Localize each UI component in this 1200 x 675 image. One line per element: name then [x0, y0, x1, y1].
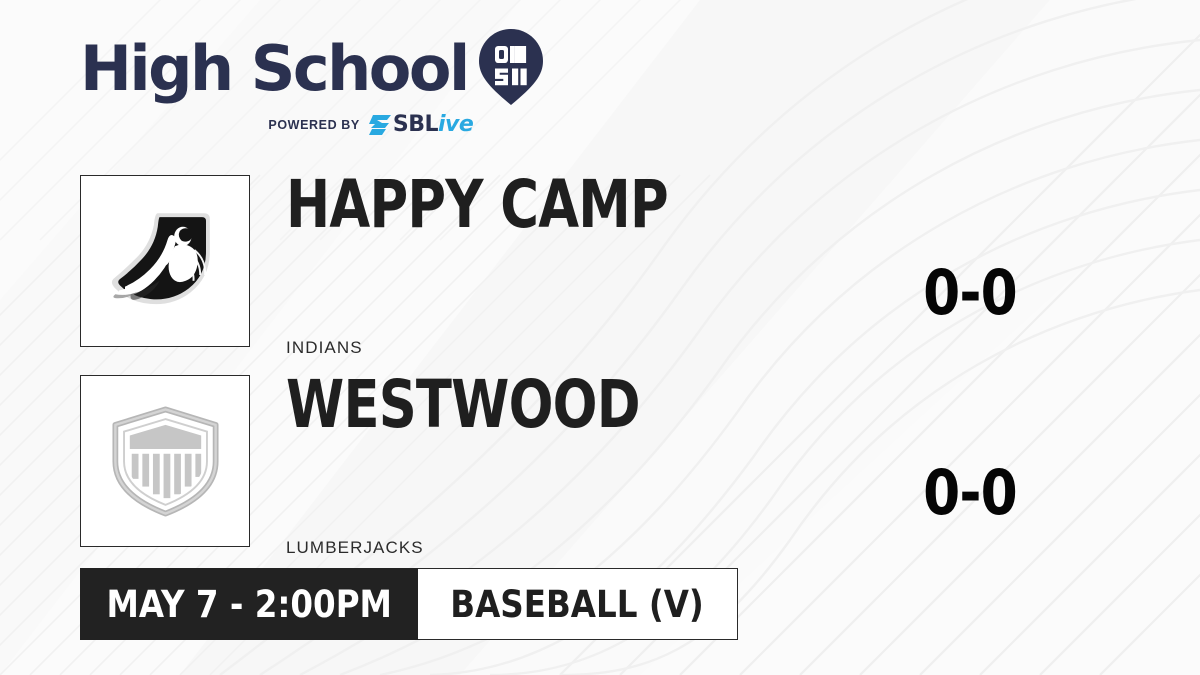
game-sport-block: BASEBALL (V): [418, 568, 738, 640]
game-sport-label: BASEBALL (V): [450, 582, 705, 626]
game-datetime-block: MAY 7 - 2:00PM: [80, 568, 418, 640]
map-pin-icon: [478, 29, 543, 105]
team-mascot-1: INDIANS: [286, 338, 363, 357]
powered-by-label: POWERED BY: [268, 118, 360, 132]
page-title: High School: [80, 32, 470, 105]
team-name-2: WESTWOOD: [286, 366, 641, 443]
brand-title-row: High School: [80, 28, 544, 110]
game-info-bar: MAY 7 - 2:00PM BASEBALL (V): [80, 568, 738, 640]
happy-camp-indians-logo: [111, 212, 210, 304]
sblive-text-light: ive: [438, 112, 474, 137]
sblive-logo: SBLive: [368, 112, 474, 137]
sblive-text-dark: SBL: [392, 112, 439, 137]
team-record-2: 0-0: [923, 456, 1018, 529]
team-record-1: 0-0: [923, 256, 1018, 329]
team-logo-box-2: [80, 375, 250, 547]
brand-header: High School POWERED BY: [80, 28, 544, 136]
background-diagonal-stripes: [559, 33, 1200, 675]
team-name-1: HAPPY CAMP: [286, 166, 669, 243]
team-mascot-2: LUMBERJACKS: [286, 538, 424, 557]
game-datetime-label: MAY 7 - 2:00PM: [106, 582, 392, 626]
sblive-lightning-icon: [368, 115, 391, 135]
sblive-wordmark: SBLive: [392, 112, 474, 137]
team-logo-box-1: [80, 175, 250, 347]
powered-by-row: POWERED BY SBLive: [198, 114, 544, 136]
generic-shield-placeholder-logo: [111, 406, 219, 516]
